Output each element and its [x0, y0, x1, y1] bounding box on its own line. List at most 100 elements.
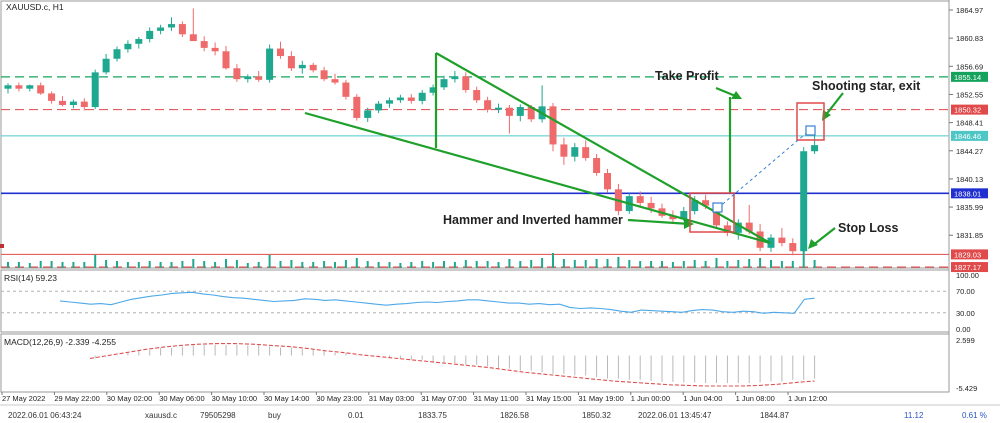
- volume-bar: [562, 259, 565, 268]
- candle-body[interactable]: [48, 93, 56, 101]
- candle-body[interactable]: [331, 79, 339, 83]
- candle-body[interactable]: [713, 205, 720, 226]
- candle-body[interactable]: [178, 24, 186, 35]
- rsi-axis-label: 30.00: [956, 309, 975, 318]
- candle-body[interactable]: [255, 76, 263, 80]
- price-marker: [951, 104, 988, 115]
- candle-body[interactable]: [15, 85, 23, 89]
- candle-body[interactable]: [91, 72, 99, 108]
- candle-body[interactable]: [233, 68, 241, 80]
- candle-body[interactable]: [734, 222, 742, 233]
- candle-body[interactable]: [287, 56, 295, 69]
- volume-bar: [214, 262, 217, 268]
- candle-body[interactable]: [244, 76, 252, 80]
- candle-body[interactable]: [647, 202, 655, 209]
- volume-bar: [661, 261, 663, 268]
- candle-body[interactable]: [429, 87, 437, 93]
- candle-body[interactable]: [604, 173, 611, 190]
- candle-body[interactable]: [800, 151, 808, 252]
- price-marker-label: 1846.46: [954, 132, 981, 141]
- candle-body[interactable]: [135, 39, 143, 44]
- candle-body[interactable]: [691, 200, 699, 212]
- candle-body[interactable]: [37, 85, 45, 94]
- volume-bar: [552, 253, 554, 268]
- candle-body[interactable]: [364, 110, 372, 118]
- candle-body[interactable]: [4, 85, 12, 89]
- candle-body[interactable]: [407, 97, 415, 101]
- candle-body[interactable]: [113, 49, 121, 59]
- candle-body[interactable]: [636, 196, 644, 203]
- candle-body[interactable]: [462, 76, 470, 91]
- candle-body[interactable]: [80, 101, 88, 108]
- candle-body[interactable]: [451, 76, 459, 80]
- candle-body[interactable]: [102, 58, 110, 73]
- candle-body[interactable]: [473, 90, 481, 101]
- candle-body[interactable]: [146, 30, 154, 40]
- candle-body[interactable]: [266, 48, 274, 80]
- candle-body[interactable]: [320, 70, 328, 80]
- candle-body[interactable]: [26, 85, 34, 89]
- candle-body[interactable]: [418, 92, 426, 101]
- candle-body[interactable]: [516, 107, 524, 116]
- candle-body[interactable]: [745, 222, 753, 232]
- rsi-pane[interactable]: [0, 269, 950, 333]
- candle-body[interactable]: [669, 215, 677, 220]
- candle-body[interactable]: [778, 237, 786, 244]
- candle-body[interactable]: [582, 147, 590, 159]
- price-marker: [951, 71, 988, 82]
- macd-title: MACD(12,26,9) -2.339 -4.255: [4, 337, 116, 347]
- candle-body[interactable]: [375, 103, 383, 111]
- candle-body[interactable]: [723, 225, 731, 233]
- candle-body[interactable]: [767, 237, 775, 248]
- candle-body[interactable]: [680, 211, 688, 220]
- candle-body[interactable]: [560, 144, 568, 157]
- candle-body[interactable]: [527, 107, 535, 120]
- candle-body[interactable]: [222, 51, 230, 69]
- candle-body[interactable]: [200, 41, 208, 48]
- candle-body[interactable]: [309, 64, 317, 71]
- volume-bar: [203, 261, 206, 268]
- volume-bar: [105, 260, 108, 268]
- candle-body[interactable]: [342, 82, 350, 97]
- candle-body[interactable]: [440, 79, 448, 88]
- volume-bar: [377, 262, 380, 268]
- volume-bar: [628, 260, 631, 268]
- candle-body[interactable]: [168, 24, 175, 28]
- candle-body[interactable]: [505, 107, 513, 116]
- time-axis-label: 30 May 14:00: [264, 394, 309, 403]
- candle-body[interactable]: [298, 64, 306, 69]
- candle-body[interactable]: [593, 158, 601, 173]
- candle-body[interactable]: [811, 145, 819, 152]
- candle-body[interactable]: [211, 47, 219, 52]
- hammer-arrowhead: [684, 219, 694, 229]
- price-pane[interactable]: [0, 0, 950, 269]
- candle-body[interactable]: [484, 100, 492, 110]
- status-volume: 0.01: [348, 411, 364, 420]
- candle-body[interactable]: [549, 106, 557, 145]
- candle-body[interactable]: [277, 48, 284, 57]
- candle-body[interactable]: [571, 147, 579, 157]
- candle-body[interactable]: [157, 27, 165, 31]
- volume-bar: [541, 258, 544, 268]
- shooting-star-arrow-line: [824, 92, 844, 117]
- candle-body[interactable]: [789, 243, 797, 252]
- candle-body[interactable]: [59, 100, 66, 105]
- volume-bar: [759, 258, 762, 268]
- volume-bar: [475, 261, 478, 268]
- candle-body[interactable]: [386, 100, 393, 104]
- volume-bar: [61, 262, 64, 268]
- candle-body[interactable]: [353, 96, 361, 118]
- volume-bar: [693, 260, 696, 268]
- volume-bar: [453, 262, 456, 268]
- candle-body[interactable]: [69, 101, 77, 105]
- candle-body[interactable]: [189, 34, 197, 42]
- macd-signal-line: [89, 343, 815, 387]
- candle-body[interactable]: [124, 43, 132, 50]
- volume-bar: [432, 262, 435, 268]
- candle-body[interactable]: [702, 200, 710, 206]
- candle-body[interactable]: [396, 97, 404, 101]
- candle-body[interactable]: [495, 107, 502, 110]
- price-tick-label: 1860.83: [956, 34, 983, 43]
- macd-pane[interactable]: [0, 333, 950, 393]
